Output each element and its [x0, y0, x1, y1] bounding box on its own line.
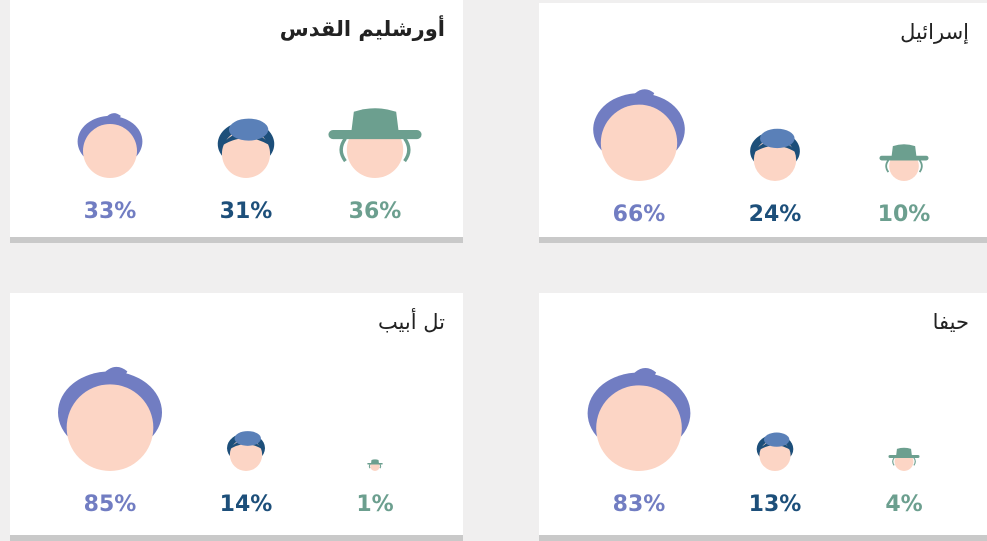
value-label: 24% [749, 202, 802, 227]
value-label: 33% [84, 199, 137, 224]
face [601, 105, 677, 181]
value-label: 85% [84, 492, 137, 517]
kippah [764, 433, 789, 447]
value-label: 13% [749, 492, 802, 517]
value-label: 14% [220, 492, 273, 517]
page: {"chart_data": [ {"type": "icon-size", "… [0, 0, 987, 541]
face [596, 385, 682, 471]
panel-title: تل أبيب [378, 308, 445, 334]
hat-brim [328, 130, 421, 139]
kippah [235, 431, 261, 446]
value-label: 4% [885, 492, 922, 517]
panel-bottom-bar [10, 535, 463, 541]
value-label: 31% [220, 199, 273, 224]
hat-brim [879, 156, 928, 161]
panel-bottom-bar [539, 535, 987, 541]
panel-bottom-bar [10, 237, 463, 243]
panel-title: إسرائيل [900, 20, 969, 45]
hat-brim [888, 455, 919, 458]
face [67, 384, 154, 471]
value-label: 83% [613, 492, 666, 517]
value-label: 10% [878, 202, 931, 227]
body: إسرائيل 66% 24% 10% أورشليم القدس 33% 31% 36% حي… [0, 0, 987, 541]
kippah [760, 129, 795, 148]
value-label: 66% [613, 202, 666, 227]
panel-bottom-bar [539, 237, 987, 243]
value-label: 36% [349, 199, 402, 224]
hat-brim [367, 463, 383, 465]
panel-title: أورشليم القدس [280, 14, 445, 41]
value-label: 1% [356, 492, 393, 517]
panel-title: حيفا [933, 310, 969, 334]
infographic: إسرائيل 66% 24% 10% أورشليم القدس 33% 31% 36% حي… [0, 0, 987, 541]
kippah [229, 119, 268, 141]
face [83, 124, 137, 178]
